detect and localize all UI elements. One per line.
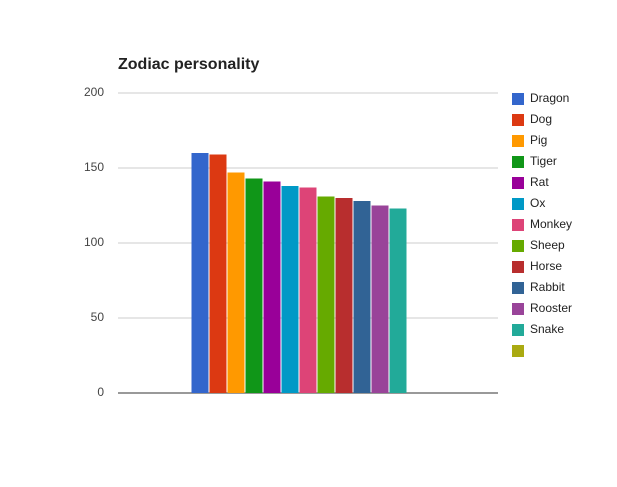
y-tick-label: 50 (91, 310, 105, 324)
legend-label: Ox (530, 196, 545, 210)
bar (245, 178, 263, 393)
bar (371, 205, 389, 393)
legend-swatch (512, 261, 524, 273)
legend-label: Dragon (530, 91, 569, 105)
legend-swatch (512, 156, 524, 168)
y-tick-label: 100 (84, 235, 104, 249)
legend-swatch (512, 177, 524, 189)
legend-swatch (512, 198, 524, 210)
legend-swatch (512, 345, 524, 357)
bar (191, 153, 209, 393)
legend-label: Dog (530, 112, 552, 126)
legend-swatch (512, 240, 524, 252)
legend-label: Sheep (530, 238, 565, 252)
legend-label: Monkey (530, 217, 572, 231)
bar (299, 187, 317, 393)
legend-swatch (512, 114, 524, 126)
legend-swatch (512, 93, 524, 105)
legend-label: Rat (530, 175, 549, 189)
bar (335, 198, 353, 393)
y-tick-label: 0 (97, 385, 104, 399)
legend-swatch (512, 324, 524, 336)
y-tick-label: 200 (84, 85, 104, 99)
bar (281, 186, 299, 393)
legend-label: Pig (530, 133, 547, 147)
chart-title: Zodiac personality (118, 56, 259, 73)
legend-label: Tiger (530, 154, 557, 168)
legend-label: Horse (530, 259, 562, 273)
bar (317, 196, 335, 393)
legend-swatch (512, 219, 524, 231)
legend-swatch (512, 135, 524, 147)
legend-label: Rabbit (530, 280, 565, 294)
y-tick-label: 150 (84, 160, 104, 174)
bar (227, 172, 245, 393)
bar (389, 208, 407, 393)
legend-swatch (512, 303, 524, 315)
bar (263, 181, 281, 393)
bar (209, 154, 227, 393)
legend-label: Snake (530, 322, 564, 336)
bar (353, 201, 371, 393)
legend-label: Rooster (530, 301, 572, 315)
legend-swatch (512, 282, 524, 294)
